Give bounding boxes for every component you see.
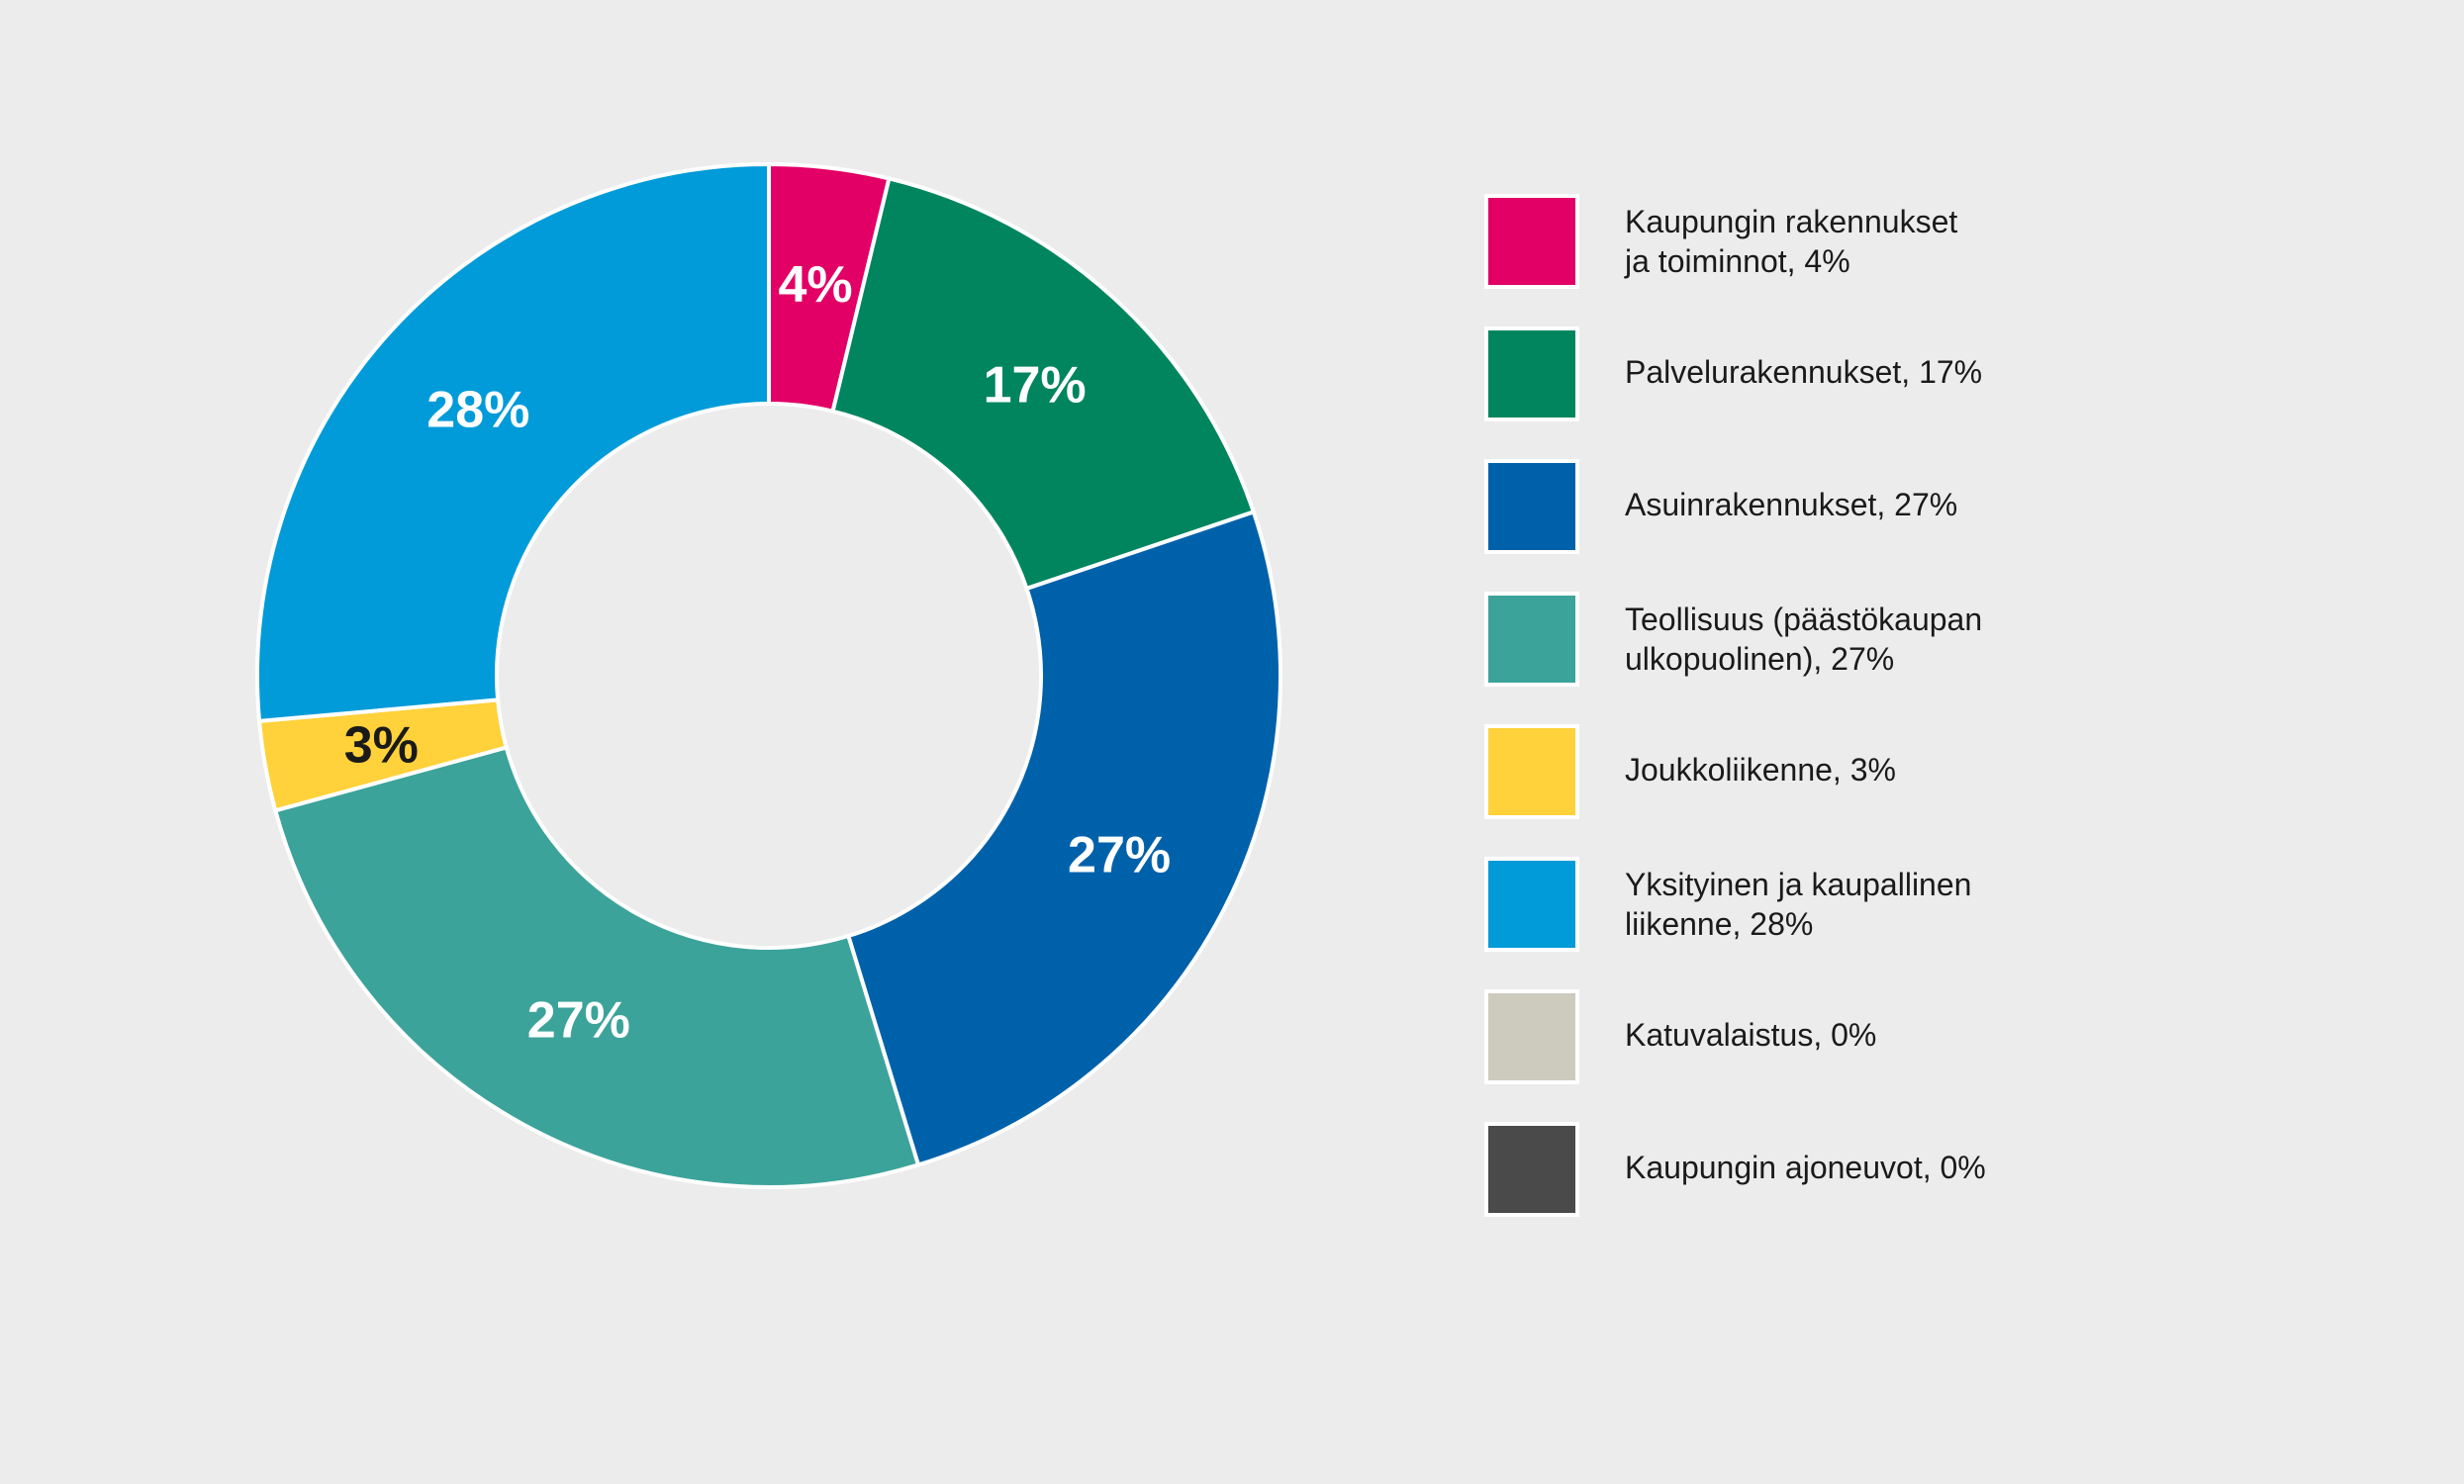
legend-label: Kaupungin rakennukset ja toiminnot, 4% [1625,204,1958,279]
slice-data-label-3: 27% [527,992,630,1050]
legend-label: Asuinrakennukset, 27% [1625,487,1958,522]
donut-slice-2 [845,509,1283,1167]
legend-item: Palvelurakennukset, 17% [1484,326,2177,427]
legend-swatch [1484,989,1579,1084]
donut-slice-5 [255,161,771,724]
legend-swatch [1484,592,1579,687]
slice-data-label-2: 27% [1068,827,1171,884]
legend-item: Kaupungin ajoneuvot, 0% [1484,1122,2177,1223]
legend-item: Joukkoliikenne, 3% [1484,724,2177,825]
slice-data-label-4: 3% [344,716,419,774]
legend-swatch [1484,724,1579,819]
donut-slice-1 [830,176,1257,592]
legend-label: Yksityinen ja kaupallinen liikenne, 28% [1625,867,1972,942]
legend-swatch [1484,459,1579,554]
legend-item: Yksityinen ja kaupallinen liikenne, 28% [1484,857,2177,958]
legend-swatch [1484,326,1579,421]
legend-label: Teollisuus (päästökaupan ulkopuolinen), … [1625,602,1983,677]
slice-data-label-5: 28% [426,381,529,438]
legend-swatch [1484,1122,1579,1217]
legend-label: Joukkoliikenne, 3% [1625,752,1896,788]
legend-item: Katuvalaistus, 0% [1484,989,2177,1090]
slice-data-label-1: 17% [984,356,1087,414]
slice-data-label-0: 4% [778,256,852,314]
legend-item: Asuinrakennukset, 27% [1484,459,2177,560]
legend-label: Kaupungin ajoneuvot, 0% [1625,1150,1986,1185]
legend-item: Kaupungin rakennukset ja toiminnot, 4% [1484,194,2177,295]
legend-label: Palvelurakennukset, 17% [1625,354,1983,390]
legend-item: Teollisuus (päästökaupan ulkopuolinen), … [1484,592,2177,693]
legend-swatch [1484,194,1579,289]
donut-slice-3 [272,745,921,1189]
legend-swatch [1484,857,1579,952]
legend-label: Katuvalaistus, 0% [1625,1017,1877,1053]
